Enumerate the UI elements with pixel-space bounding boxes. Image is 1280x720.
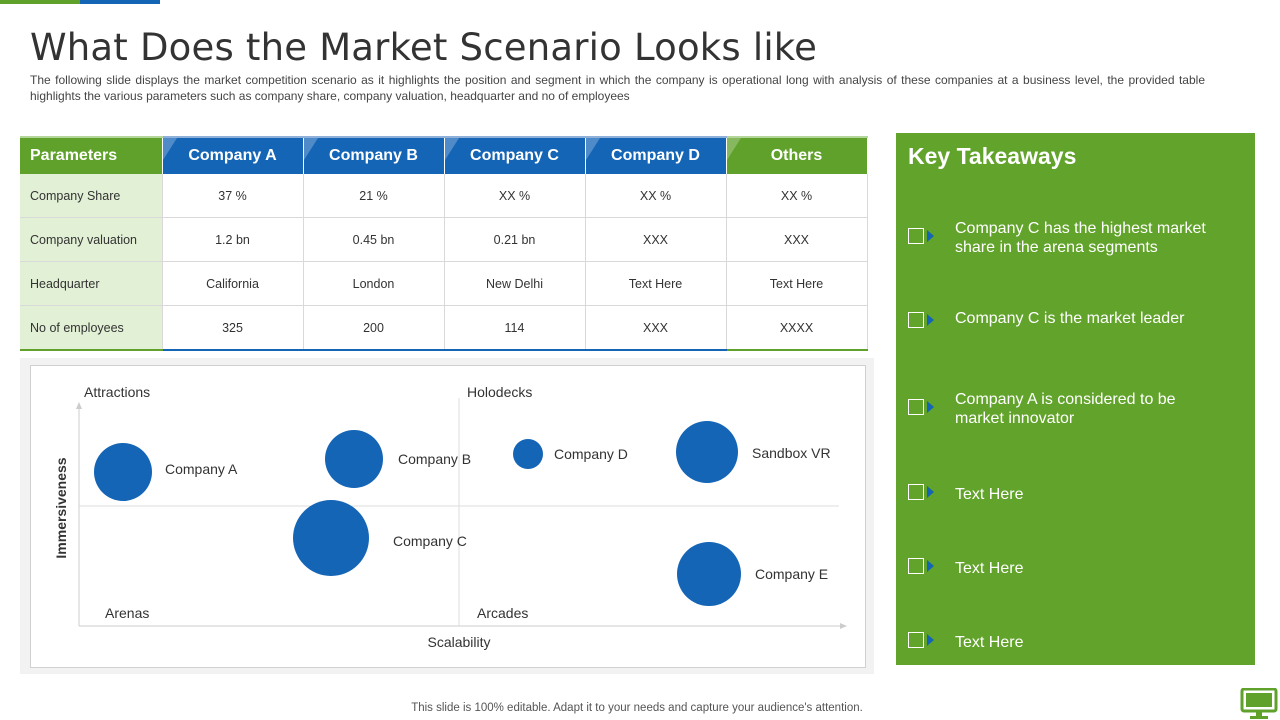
arrow-right-icon [927,634,934,646]
positioning-chart-panel: Attractions Holodecks Arenas Arcades Sca… [20,358,874,674]
table-row: No of employees 325 200 114 XXX XXXX [20,305,868,351]
bubble-company-a [94,443,152,501]
key-takeaways-panel: Key Takeaways Company C has the highest … [896,133,1255,665]
checkbox-icon [908,312,924,328]
table-cell: London [303,261,445,306]
checkbox-icon [908,632,924,648]
table-cell: No of employees [20,305,163,351]
parameters-table: Parameters Company A Company B Company C… [20,136,868,351]
top-accent-green [0,0,80,4]
monitor-icon [1240,688,1278,719]
y-axis-arrow [76,402,82,409]
table-cell: Text Here [726,261,868,306]
table-cell: Headquarter [20,261,163,306]
quadrant-label-arenas: Arenas [105,605,149,621]
takeaway-text: Text Here [955,634,1024,651]
table-cell: 325 [162,305,304,351]
table-cell: XXX [585,217,727,262]
takeaway-text: Company C is the market leader [955,310,1185,327]
key-takeaways-title: Key Takeaways [908,143,1077,169]
takeaway-text: Company C has the highest market share i… [955,220,1206,256]
table-cell: 114 [444,305,586,351]
top-accent-blue [80,0,160,4]
checkbox-icon [908,228,924,244]
table-row: Company valuation 1.2 bn 0.45 bn 0.21 bn… [20,217,868,262]
arrow-right-icon [927,560,934,572]
quadrant-label-holodecks: Holodecks [467,384,532,400]
bubble-label-company-a: Company A [165,461,238,477]
arrow-right-icon [927,230,934,242]
table-cell: XX % [726,174,868,218]
arrow-right-icon [927,314,934,326]
bubble-label-company-c: Company C [393,533,467,549]
table-cell: Company valuation [20,217,163,262]
header-others: Others [726,136,868,174]
table-cell: 0.45 bn [303,217,445,262]
table-cell: 1.2 bn [162,217,304,262]
bubble-company-b [325,430,383,488]
table-cell: XXXX [726,305,868,351]
takeaway-text: Text Here [955,560,1024,577]
quadrant-label-arcades: Arcades [477,605,528,621]
header-parameters: Parameters [20,136,163,174]
table-header-row: Parameters Company A Company B Company C… [20,136,868,174]
table-row: Company Share 37 % 21 % XX % XX % XX % [20,174,868,218]
table-cell: Company Share [20,174,163,218]
table-cell: New Delhi [444,261,586,306]
header-company-b: Company B [303,136,445,174]
x-axis-label: Scalability [427,634,490,650]
checkbox-icon [908,399,924,415]
bubble-label-sandbox-vr: Sandbox VR [752,445,831,461]
bubble-company-d [513,439,543,469]
positioning-chart: Attractions Holodecks Arenas Arcades Sca… [30,365,866,668]
bubble-label-company-e: Company E [755,566,828,582]
bubble-chart-svg: Attractions Holodecks Arenas Arcades Sca… [53,384,847,650]
table-cell: 200 [303,305,445,351]
checkbox-icon [908,558,924,574]
header-company-a: Company A [162,136,304,174]
table-cell: XX % [444,174,586,218]
table-cell: XX % [585,174,727,218]
y-axis-label: Immersiveness [53,457,69,558]
table-cell: XXX [585,305,727,351]
table-cell: 37 % [162,174,304,218]
table-cell: 21 % [303,174,445,218]
x-axis-arrow [840,623,847,629]
table-row: Headquarter California London New Delhi … [20,261,868,306]
table-cell: 0.21 bn [444,217,586,262]
table-cell: California [162,261,304,306]
checkbox-icon [908,484,924,500]
page-title: What Does the Market Scenario Looks like [30,26,818,69]
bubble-label-company-d: Company D [554,446,628,462]
header-company-c: Company C [444,136,586,174]
quadrant-label-attractions: Attractions [84,384,150,400]
takeaway-text: Text Here [955,486,1024,503]
table-cell: XXX [726,217,868,262]
bubble-label-company-b: Company B [398,451,471,467]
takeaway-text: Company A is considered to be market inn… [955,391,1176,427]
page-subtitle: The following slide displays the market … [30,73,1205,103]
header-company-d: Company D [585,136,727,174]
bubble-sandbox-vr [676,421,738,483]
footer-note: This slide is 100% editable. Adapt it to… [411,702,863,714]
arrow-right-icon [927,486,934,498]
bubble-company-e [677,542,741,606]
bubble-company-c [293,500,369,576]
arrow-right-icon [927,401,934,413]
table-cell: Text Here [585,261,727,306]
